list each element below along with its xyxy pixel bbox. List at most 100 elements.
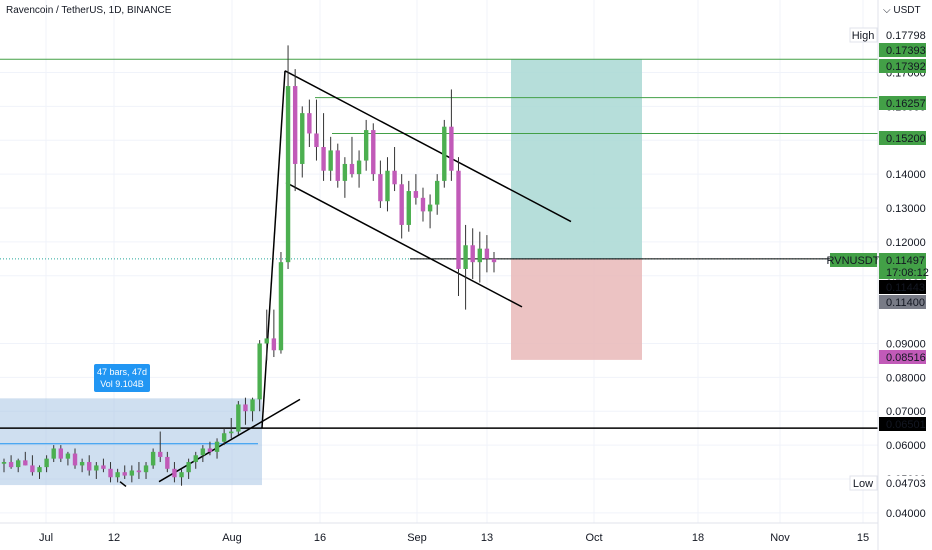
candle — [1, 458, 7, 473]
candle — [420, 187, 426, 222]
candle — [51, 445, 56, 463]
level3-label: 0.16257 — [886, 98, 926, 110]
price-tick-label: 0.13000 — [886, 203, 926, 215]
price-tick-label: 0.04000 — [886, 508, 926, 520]
candle — [477, 231, 482, 283]
time-tick-label: Aug — [222, 532, 242, 544]
horizontal-levels — [0, 58, 878, 429]
level8-label: 0.06501 — [886, 419, 926, 431]
level1-label: 0.17393 — [886, 45, 926, 57]
price-tick-label: 0.08000 — [886, 372, 926, 384]
candle — [356, 150, 362, 188]
range-vol-label: Vol 9.104B — [100, 379, 144, 389]
candle — [406, 180, 411, 232]
price-tick-label: 0.14000 — [886, 169, 926, 181]
price-tick-label: 0.12000 — [886, 237, 926, 249]
candle-body — [420, 197, 426, 212]
time-axis[interactable]: Jul 12 Aug 16 Sep 13 Oct 18 Nov 15 — [0, 522, 878, 544]
level3-label-bg — [879, 96, 926, 110]
candle-body — [292, 86, 298, 164]
candle — [179, 468, 184, 486]
candle-body — [250, 399, 255, 412]
candle-body — [37, 467, 42, 473]
candle — [158, 431, 163, 463]
candle-body — [356, 160, 362, 175]
countdown-label: 17:08:12 — [886, 267, 929, 279]
time-tick-label: Nov — [770, 532, 790, 544]
candle-body — [413, 191, 419, 198]
high-tag: High — [852, 30, 875, 42]
candle-body — [186, 462, 191, 473]
candle — [250, 397, 255, 422]
candle — [115, 468, 120, 483]
trendline — [284, 70, 572, 223]
candle-body — [150, 451, 156, 466]
candle — [172, 462, 177, 483]
candle-body — [165, 456, 170, 469]
time-tick-label: 18 — [692, 532, 704, 544]
price-labels: 0.17798 High 0.17393 0.17392 0.16257 0.15200 R… — [827, 27, 929, 491]
candle-body — [179, 472, 184, 478]
candle — [470, 228, 475, 280]
last-price-label: 0.11497 — [886, 255, 925, 267]
candle-body — [143, 465, 149, 473]
level8-label-bg — [879, 417, 926, 431]
candle-body — [484, 248, 490, 259]
price-tick-label: 0.09000 — [886, 338, 926, 350]
ticker-tag: RVNUSDT — [827, 255, 880, 267]
level7-label-bg — [879, 350, 926, 364]
candle — [335, 143, 340, 188]
candle — [136, 462, 142, 479]
candle-body — [300, 113, 305, 164]
candle — [413, 174, 419, 205]
candle — [94, 462, 99, 479]
candle-body — [158, 451, 163, 457]
candle-body — [193, 455, 198, 463]
candle-body — [349, 163, 355, 175]
candle-body — [72, 453, 78, 466]
level7-label: 0.08516 — [886, 352, 926, 364]
level5-label-bg — [879, 280, 926, 294]
candle — [108, 462, 113, 483]
candle-body — [285, 86, 291, 263]
high-tag-bg — [849, 27, 878, 43]
price-tick-label: 0.07000 — [886, 406, 926, 418]
candles — [1, 45, 497, 486]
candle-body — [23, 460, 28, 466]
candle-body — [207, 448, 213, 452]
candle-body — [108, 468, 113, 478]
time-tick-label: Oct — [585, 532, 602, 544]
candle — [207, 441, 213, 456]
level5-label: 0.11443 — [886, 282, 925, 294]
candle — [378, 160, 383, 208]
candle-body — [65, 453, 71, 459]
trendlines — [119, 70, 572, 488]
candle — [200, 445, 206, 463]
candle — [236, 401, 241, 435]
time-tick-label: 16 — [314, 532, 326, 544]
candle-body — [385, 170, 390, 202]
candle-body — [236, 404, 241, 432]
candle — [300, 106, 305, 178]
candle — [30, 455, 35, 476]
currency-label: ⌵ USDT — [883, 5, 921, 16]
candle — [314, 99, 319, 161]
time-tick-label: Sep — [407, 532, 427, 544]
candle — [442, 119, 447, 188]
candle — [321, 113, 326, 181]
trendline — [261, 70, 286, 428]
candle-body — [449, 126, 454, 171]
candle — [257, 340, 262, 412]
last-price-label-bg — [879, 253, 926, 267]
candle-body — [129, 470, 135, 476]
level4-label-bg — [879, 131, 926, 145]
candle — [165, 451, 170, 473]
candle — [8, 455, 14, 469]
level6-label: 0.11400 — [886, 297, 925, 309]
candle-body — [328, 150, 333, 171]
candle — [243, 397, 248, 425]
candle — [16, 458, 21, 473]
candle-body — [491, 258, 497, 263]
